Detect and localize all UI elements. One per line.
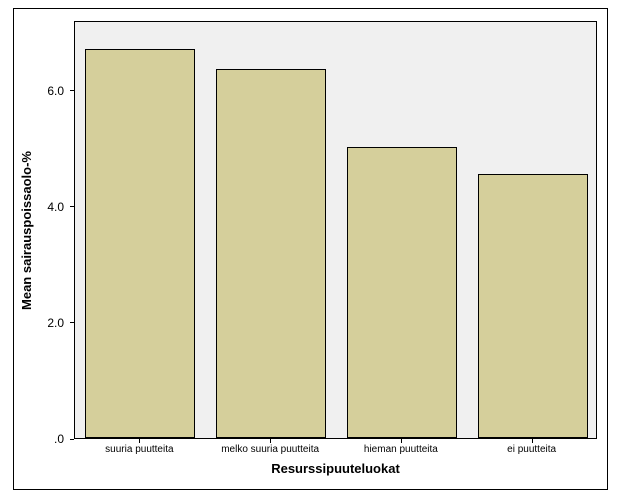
y-tick-label: 4.0: [47, 200, 70, 214]
x-tick-mark: [139, 439, 140, 443]
y-tick-mark: [70, 90, 74, 91]
x-tick-mark: [532, 439, 533, 443]
bar: [478, 174, 588, 438]
y-axis-label: Mean sairauspoissaolo-%: [16, 21, 36, 439]
x-tick-label: hieman puutteita: [364, 444, 438, 455]
x-tick-label: melko suuria puutteita: [221, 444, 319, 455]
y-axis-label-text: Mean sairauspoissaolo-%: [19, 151, 34, 310]
x-axis-ticks: suuria puutteita melko suuria puutteita hi…: [74, 439, 597, 459]
y-tick-mark: [70, 206, 74, 207]
y-tick-label: 2.0: [47, 316, 70, 330]
plot-area: [74, 21, 597, 439]
bar: [216, 69, 326, 438]
x-tick-label: ei puutteita: [507, 444, 556, 455]
y-tick-label: .0: [54, 432, 70, 446]
bars-group: [75, 22, 596, 438]
y-tick-mark: [70, 322, 74, 323]
bar: [347, 147, 457, 438]
y-tick-label: 6.0: [47, 84, 70, 98]
x-tick-mark: [401, 439, 402, 443]
chart-frame: .0 2.0 4.0 6.0 Mean sairauspoissaolo-% suur…: [13, 8, 608, 490]
x-tick-mark: [270, 439, 271, 443]
bar: [85, 49, 195, 438]
x-axis-label: Resurssipuuteluokat: [74, 461, 597, 476]
x-tick-label: suuria puutteita: [105, 444, 173, 455]
